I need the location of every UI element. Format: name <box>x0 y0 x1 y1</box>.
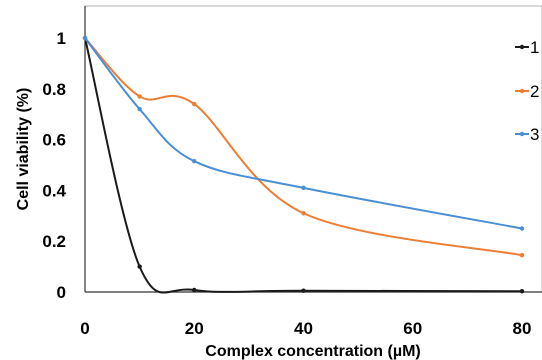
x-axis-title: Complex concentration (µM) <box>205 343 420 360</box>
y-tick-label: 1 <box>57 29 66 48</box>
x-tick-label: 60 <box>403 319 422 338</box>
series-group <box>82 35 525 294</box>
data-point <box>192 158 197 164</box>
data-point <box>137 106 142 112</box>
legend: 1 2 3 <box>515 38 539 144</box>
y-tick-label: 0.2 <box>42 232 66 251</box>
data-point <box>137 94 142 99</box>
y-tick-label: 0.6 <box>42 131 66 150</box>
series-line-1 <box>84 37 523 294</box>
x-tick-labels: 0 20 40 60 80 <box>80 319 531 338</box>
legend-marker <box>519 131 525 137</box>
series-line-3 <box>84 37 523 230</box>
x-tick-label: 40 <box>294 319 313 338</box>
data-point <box>301 185 306 191</box>
legend-label-1: 1 <box>530 38 539 57</box>
x-tick-label: 0 <box>80 319 89 338</box>
data-point <box>192 101 197 107</box>
legend-label-3: 3 <box>530 125 539 144</box>
data-point <box>519 252 525 258</box>
data-point <box>519 226 525 231</box>
data-point <box>192 287 197 293</box>
series-line-2 <box>84 37 523 257</box>
y-axis-title: Cell viability (%) <box>15 88 32 211</box>
data-point <box>137 264 142 269</box>
y-tick-label: 0.8 <box>42 80 66 99</box>
legend-marker <box>519 88 525 94</box>
x-tick-label: 80 <box>513 319 532 338</box>
y-tick-label: 0 <box>57 283 66 302</box>
x-tick-label: 20 <box>185 319 204 338</box>
y-tick-labels: 0 0.2 0.4 0.6 0.8 1 <box>42 29 66 302</box>
data-point <box>301 211 306 216</box>
y-tick-label: 0.4 <box>42 181 66 200</box>
data-point <box>519 289 525 294</box>
legend-marker <box>519 44 525 50</box>
data-point <box>82 35 88 41</box>
data-point <box>301 288 306 293</box>
legend-label-2: 2 <box>530 82 539 101</box>
